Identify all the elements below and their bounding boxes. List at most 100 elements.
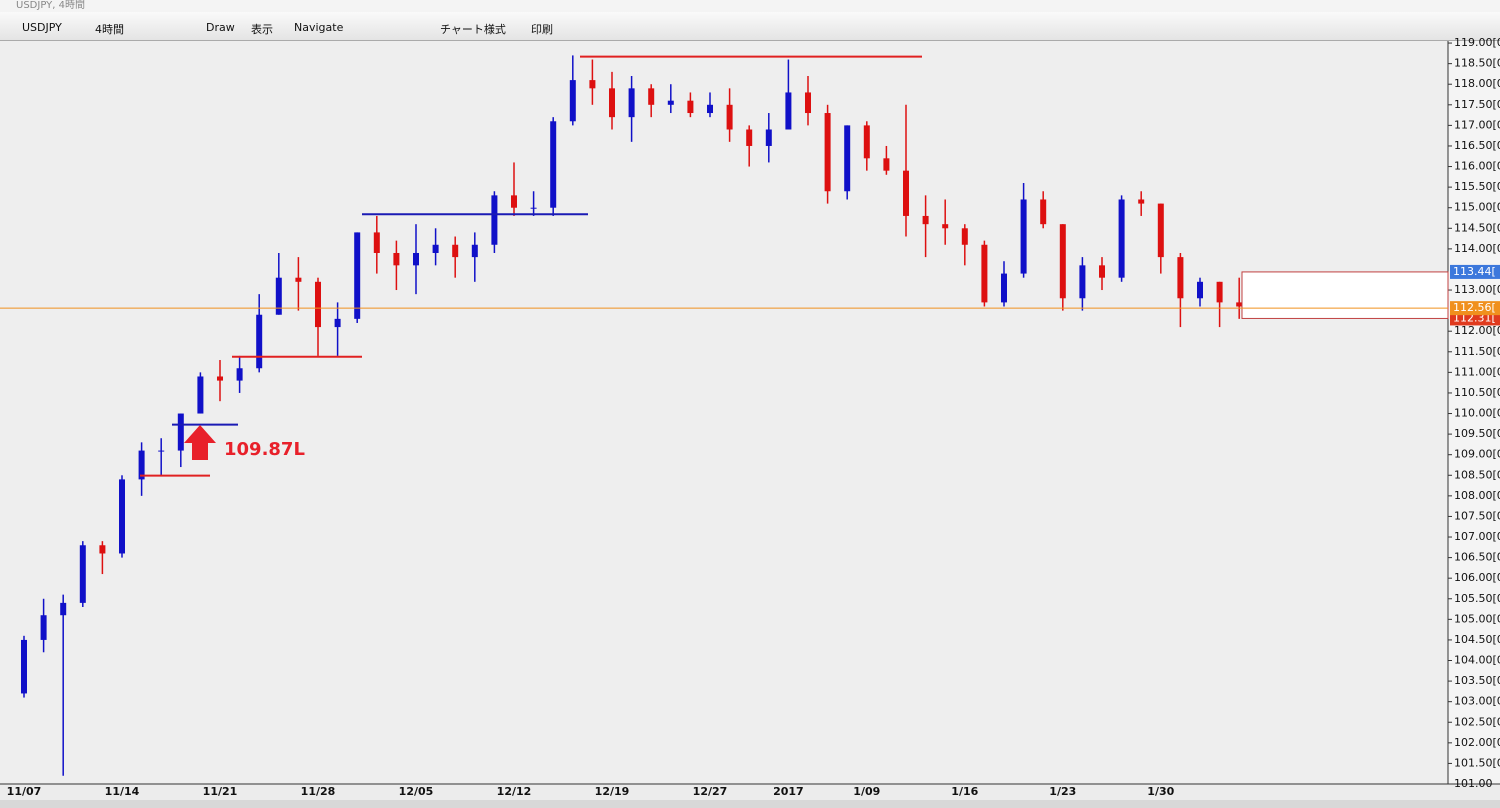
candle-body — [1177, 257, 1184, 299]
candle-body — [432, 244, 439, 253]
y-tick-label: 115.50[0 — [1454, 180, 1500, 193]
navigate-menu[interactable]: Navigate — [294, 21, 344, 34]
y-tick-label: 102.00[0 — [1454, 736, 1500, 749]
y-tick-label: 119.00[0 — [1454, 36, 1500, 49]
y-tick-label: 113.00[0 — [1454, 283, 1500, 296]
candle-body — [295, 277, 302, 282]
x-tick-label: 11/21 — [203, 785, 238, 798]
candle-body — [1236, 302, 1243, 307]
range-box — [1241, 271, 1449, 319]
candle-body — [1099, 265, 1105, 278]
title-bar: USDJPY, 4時間 — [0, 0, 1500, 12]
annotation: 109.87L — [224, 439, 305, 460]
candle-body — [844, 125, 851, 192]
candle-body — [824, 113, 831, 192]
y-tick-label: 107.50[0 — [1454, 509, 1500, 522]
draw-menu[interactable]: Draw — [206, 21, 235, 34]
x-tick-label: 1/09 — [853, 785, 880, 798]
y-tick-label: 104.50[0 — [1454, 633, 1500, 646]
x-tick-label: 12/05 — [399, 785, 434, 798]
candle-body — [1138, 199, 1145, 204]
y-tick-label: 101.00 — [1454, 777, 1493, 790]
candle-body — [452, 244, 459, 258]
price-badge-label: 113.44[ — [1453, 265, 1496, 278]
candle-body — [863, 125, 870, 159]
candle-body — [158, 450, 165, 452]
candle-body — [1040, 199, 1047, 225]
candle-body — [687, 100, 694, 114]
candle-body — [1197, 281, 1203, 299]
price-badge — [1450, 264, 1500, 279]
candle-body — [1118, 199, 1125, 278]
candle-body — [315, 281, 321, 328]
timeframe-select[interactable]: 4時間 — [95, 23, 124, 36]
toolbar: USDJPY 4時間 Draw 表示 Navigate チャート様式 印刷 — [0, 12, 1500, 41]
candle-body — [236, 368, 243, 381]
candle-body — [667, 100, 674, 105]
y-tick-label: 106.50[0 — [1454, 551, 1500, 564]
y-tick-label: 105.50[0 — [1454, 592, 1500, 605]
candle-body — [609, 88, 615, 118]
y-tick-label: 109.00[0 — [1454, 448, 1500, 461]
y-tick-label: 104.00[0 — [1454, 654, 1500, 667]
x-tick-label: 12/19 — [595, 785, 630, 798]
candle-body — [197, 376, 204, 414]
symbol-select[interactable]: USDJPY — [22, 21, 62, 34]
candle-body — [21, 639, 27, 694]
x-tick-label: 1/30 — [1147, 785, 1174, 798]
candle-body — [60, 602, 67, 616]
style-menu[interactable]: チャート様式 — [440, 23, 506, 36]
candle-body — [746, 129, 753, 146]
y-tick-label: 112.00[0 — [1454, 324, 1500, 337]
candle-body — [922, 215, 929, 225]
candle-body — [119, 479, 125, 554]
x-tick-label: 11/28 — [301, 785, 336, 798]
candle-body — [334, 318, 341, 328]
y-tick-label: 114.50[0 — [1454, 221, 1500, 234]
candle-body — [805, 92, 811, 114]
y-tick-label: 117.50[0 — [1454, 98, 1500, 111]
candle-body — [981, 244, 988, 303]
candle-body — [530, 207, 537, 209]
candle-body — [1001, 273, 1007, 303]
print-menu[interactable]: 印刷 — [531, 23, 553, 36]
y-tick-label: 103.50[0 — [1454, 674, 1500, 687]
y-tick-label: 102.50[0 — [1454, 715, 1500, 728]
candle-body — [471, 244, 478, 258]
y-tick-label: 117.00[0 — [1454, 118, 1500, 131]
y-tick-label: 118.50[0 — [1454, 57, 1500, 70]
candle-body — [1216, 281, 1223, 303]
scrollbar[interactable] — [0, 800, 1500, 808]
y-tick-label: 116.50[0 — [1454, 139, 1500, 152]
candle-body — [785, 92, 792, 130]
y-tick-label: 103.00[0 — [1454, 695, 1500, 708]
y-tick-label: 108.00[0 — [1454, 489, 1500, 502]
candle-body — [511, 195, 517, 208]
y-tick-label: 116.00[0 — [1454, 160, 1500, 173]
view-menu[interactable]: 表示 — [251, 23, 273, 36]
y-tick-label: 101.50[0 — [1454, 756, 1500, 769]
candle-body — [765, 129, 772, 146]
y-tick-label: 111.00[0 — [1454, 365, 1500, 378]
x-tick-label: 2017 — [773, 785, 804, 798]
candle-body — [413, 252, 419, 266]
candle-body — [883, 158, 890, 171]
candle-body — [903, 170, 909, 216]
candle-body — [1157, 203, 1164, 258]
x-tick-label: 1/23 — [1049, 785, 1076, 798]
y-tick-label: 110.00[0 — [1454, 407, 1500, 420]
y-tick-label: 110.50[0 — [1454, 386, 1500, 399]
candle-body — [177, 413, 184, 451]
x-tick-label: 12/27 — [693, 785, 728, 798]
candle-body — [393, 252, 400, 266]
y-tick-label: 108.50[0 — [1454, 468, 1500, 481]
candle-body — [550, 121, 557, 208]
price-axis — [1448, 41, 1500, 784]
candle-body — [138, 450, 145, 480]
y-tick-label: 109.50[0 — [1454, 427, 1500, 440]
arrow — [184, 425, 216, 460]
x-tick-label: 12/12 — [497, 785, 532, 798]
candle-body — [648, 88, 655, 105]
